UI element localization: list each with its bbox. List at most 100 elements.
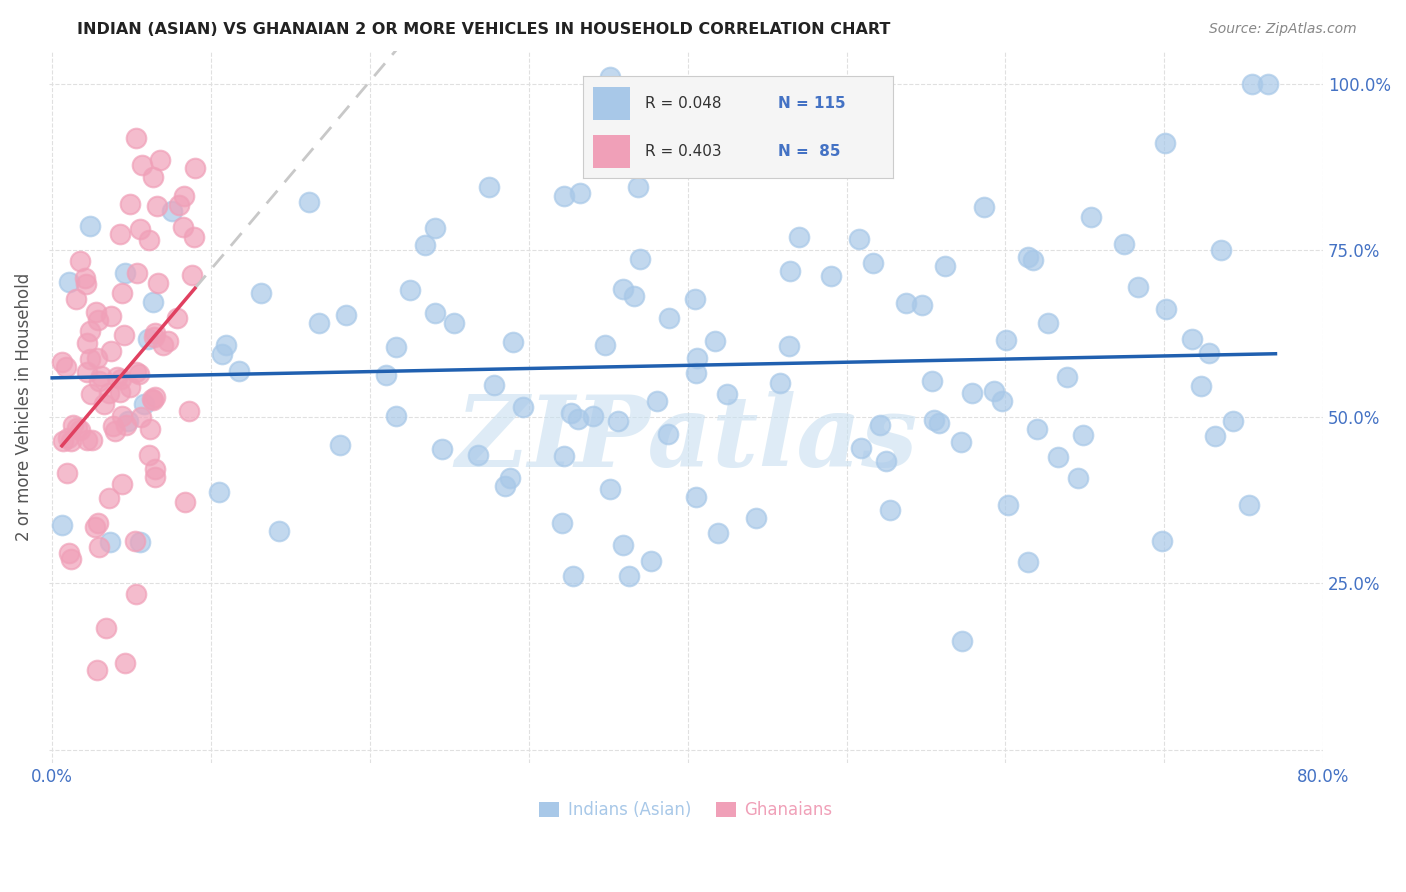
- Point: [560, 406, 582, 420]
- Point: [51, 355, 73, 369]
- Point: [65, 421, 87, 435]
- Point: [82, 433, 104, 447]
- Point: [143, 390, 166, 404]
- Point: [562, 569, 585, 583]
- Point: [567, 412, 589, 426]
- Point: [582, 409, 605, 423]
- Point: [599, 70, 621, 85]
- Point: [1080, 210, 1102, 224]
- Point: [138, 233, 160, 247]
- Point: [89, 540, 111, 554]
- Point: [79, 352, 101, 367]
- Point: [703, 334, 725, 348]
- Point: [375, 368, 398, 382]
- Point: [425, 221, 447, 235]
- Point: [1017, 250, 1039, 264]
- Point: [568, 186, 591, 200]
- Point: [142, 330, 165, 344]
- Point: [1047, 450, 1070, 464]
- Point: [686, 351, 709, 365]
- Point: [553, 188, 575, 202]
- Point: [52, 434, 75, 448]
- Point: [685, 490, 707, 504]
- Point: [658, 310, 681, 325]
- Point: [1204, 429, 1226, 443]
- Point: [1022, 252, 1045, 267]
- Point: [875, 453, 897, 467]
- Point: [707, 525, 730, 540]
- Point: [87, 516, 110, 530]
- Point: [211, 347, 233, 361]
- Point: [934, 259, 956, 273]
- Point: [80, 386, 103, 401]
- Text: R = 0.403: R = 0.403: [645, 145, 721, 160]
- Point: [617, 568, 640, 582]
- Point: [79, 324, 101, 338]
- Point: [124, 131, 146, 145]
- Point: [269, 524, 291, 539]
- Point: [478, 180, 501, 194]
- Point: [820, 268, 842, 283]
- Point: [716, 386, 738, 401]
- Point: [862, 255, 884, 269]
- Y-axis label: 2 or more Vehicles in Household: 2 or more Vehicles in Household: [15, 273, 32, 541]
- Point: [108, 227, 131, 241]
- Point: [73, 271, 96, 285]
- Point: [184, 161, 207, 175]
- Point: [399, 283, 422, 297]
- Point: [166, 311, 188, 326]
- Text: ZIPatlas: ZIPatlas: [456, 391, 917, 487]
- Point: [494, 478, 516, 492]
- Point: [141, 392, 163, 407]
- Point: [683, 292, 706, 306]
- Point: [101, 418, 124, 433]
- Point: [143, 470, 166, 484]
- Point: [79, 219, 101, 233]
- Bar: [593, 136, 630, 168]
- Point: [51, 518, 73, 533]
- Point: [593, 338, 616, 352]
- Point: [118, 380, 141, 394]
- Point: [111, 476, 134, 491]
- Point: [787, 230, 810, 244]
- Point: [384, 409, 406, 423]
- Point: [250, 285, 273, 300]
- Point: [98, 386, 121, 401]
- Point: [553, 449, 575, 463]
- Point: [58, 546, 80, 560]
- Point: [911, 297, 934, 311]
- Point: [950, 634, 973, 648]
- Point: [86, 351, 108, 365]
- Point: [129, 409, 152, 424]
- Point: [467, 448, 489, 462]
- Point: [58, 275, 80, 289]
- Point: [685, 366, 707, 380]
- Point: [69, 423, 91, 437]
- Point: [896, 295, 918, 310]
- Point: [146, 199, 169, 213]
- Point: [156, 334, 179, 348]
- Point: [623, 289, 645, 303]
- Point: [657, 427, 679, 442]
- Point: [994, 334, 1017, 348]
- Point: [142, 294, 165, 309]
- Text: N =  85: N = 85: [779, 145, 841, 160]
- Point: [173, 495, 195, 509]
- Point: [228, 364, 250, 378]
- Point: [921, 374, 943, 388]
- Point: [76, 365, 98, 379]
- Point: [385, 340, 408, 354]
- Point: [56, 466, 79, 480]
- Point: [949, 435, 972, 450]
- Point: [1056, 369, 1078, 384]
- Point: [179, 404, 201, 418]
- Point: [645, 394, 668, 409]
- Point: [1067, 471, 1090, 485]
- Point: [56, 431, 79, 445]
- Point: [128, 367, 150, 381]
- Point: [112, 328, 135, 343]
- Point: [100, 343, 122, 358]
- Point: [114, 266, 136, 280]
- Point: [499, 471, 522, 485]
- Point: [308, 316, 330, 330]
